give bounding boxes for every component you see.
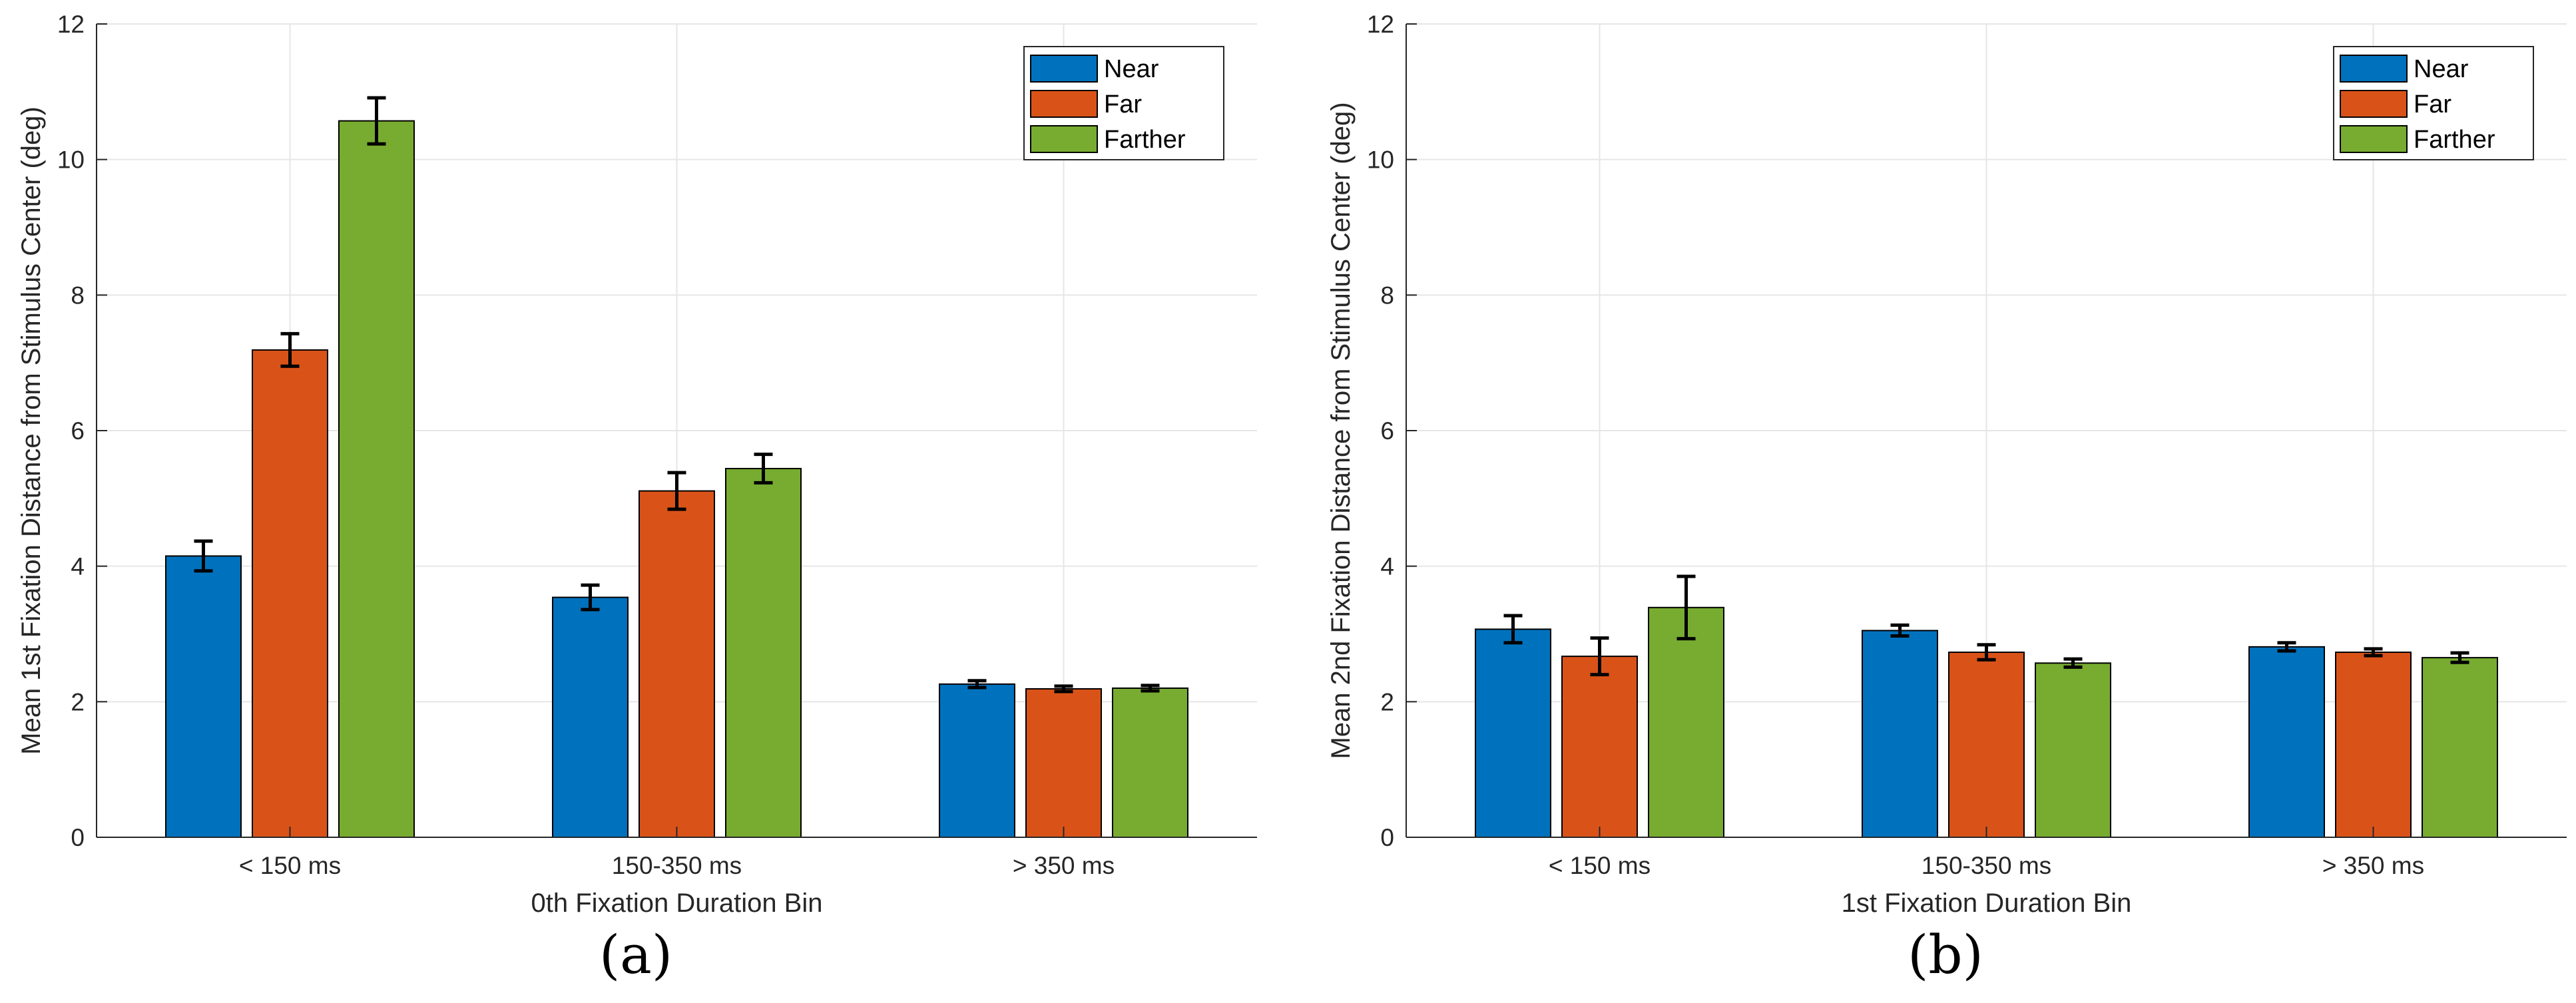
bar (1112, 687, 1188, 839)
y-axis-label: Mean 2nd Fixation Distance from Stimulus… (1326, 102, 1356, 759)
y-axis-label: Mean 1st Fixation Distance from Stimulus… (17, 106, 46, 755)
legend-label-farther: Farther (1104, 126, 1186, 154)
legend-swatch-near (2340, 55, 2408, 83)
bar (2422, 657, 2498, 838)
bar (1648, 606, 1724, 838)
legend-swatch-farther (1030, 125, 1098, 153)
bar (1948, 651, 2025, 838)
error-bar (367, 96, 386, 146)
legend: Near Far Farther (2333, 46, 2534, 160)
y-tick-label: 0 (71, 824, 85, 851)
error-bar (2277, 641, 2296, 653)
bar (1025, 688, 1102, 838)
y-tick-label: 2 (1380, 688, 1394, 715)
y-tick-label: 6 (1380, 417, 1394, 445)
y-tick-label: 8 (1380, 282, 1394, 309)
bar (1475, 628, 1551, 838)
y-tick-label: 0 (1380, 824, 1394, 851)
x-tick-label: < 150 ms (239, 852, 341, 879)
error-bar (2364, 647, 2383, 658)
x-tick-label: 150-350 ms (1922, 852, 2051, 879)
legend-swatch-far (2340, 90, 2408, 118)
bar (725, 468, 802, 838)
error-bar (667, 471, 686, 511)
bar (338, 120, 415, 838)
error-bar (967, 679, 987, 690)
bar (2248, 646, 2325, 838)
legend-label-near: Near (1104, 55, 1159, 83)
error-bar (1503, 614, 1523, 645)
error-bar (1977, 643, 1996, 662)
chart-panel-b: 0 2 4 6 8 10 12 < 150 ms 150-350 ms > 350 ms 1st F… (1326, 11, 2567, 918)
y-tick-label: 10 (1367, 146, 1394, 174)
x-axis-label: 1st Fixation Duration Bin (1842, 889, 2132, 918)
y-tick-label: 4 (71, 553, 85, 580)
error-bar (194, 539, 213, 573)
error-bar (2063, 657, 2083, 669)
x-tick-label: 150-350 ms (612, 852, 742, 879)
y-tick-label: 4 (1380, 553, 1394, 580)
legend-label-far: Far (1104, 91, 1142, 118)
error-bar (1141, 684, 1160, 693)
chart-panel-a: 0 2 4 6 8 10 12 < 150 ms 150-350 ms > 350 ms 0th F… (17, 11, 1257, 918)
error-bar (1054, 684, 1073, 694)
panel-label-a: (a) (599, 924, 673, 986)
bar (1862, 630, 1938, 838)
legend-swatch-far (1030, 90, 1098, 118)
x-tick-label: > 350 ms (2322, 852, 2424, 879)
bar (165, 555, 242, 838)
legend-swatch-near (1030, 55, 1098, 83)
error-bar (1676, 574, 1696, 641)
x-tick-label: < 150 ms (1549, 852, 1651, 879)
error-bar (1890, 623, 1910, 638)
legend-swatch-farther (2340, 125, 2408, 153)
bar (639, 490, 715, 838)
legend-label-far: Far (2414, 91, 2451, 118)
error-bar (581, 583, 600, 612)
bar (2335, 651, 2412, 838)
y-tick-label: 6 (71, 417, 85, 445)
error-bar (280, 331, 300, 368)
bar (1561, 656, 1638, 838)
bar (939, 683, 1015, 839)
legend-label-farther: Farther (2414, 126, 2495, 154)
y-tick-label: 8 (71, 282, 85, 309)
y-tick-label: 10 (57, 146, 85, 174)
bar (552, 596, 629, 838)
bar (2035, 662, 2111, 838)
legend: Near Far Farther (1023, 46, 1224, 160)
error-bar (754, 453, 773, 485)
x-tick-label: > 350 ms (1013, 852, 1115, 879)
bar (252, 349, 328, 838)
y-tick-label: 2 (71, 688, 85, 715)
error-bar (2450, 651, 2469, 664)
error-bar (1590, 636, 1609, 677)
legend-label-near: Near (2414, 55, 2469, 83)
x-axis-label: 0th Fixation Duration Bin (531, 889, 822, 918)
panel-label-b: (b) (1908, 924, 1983, 986)
y-tick-label: 12 (57, 11, 85, 38)
y-tick-label: 12 (1367, 11, 1394, 38)
